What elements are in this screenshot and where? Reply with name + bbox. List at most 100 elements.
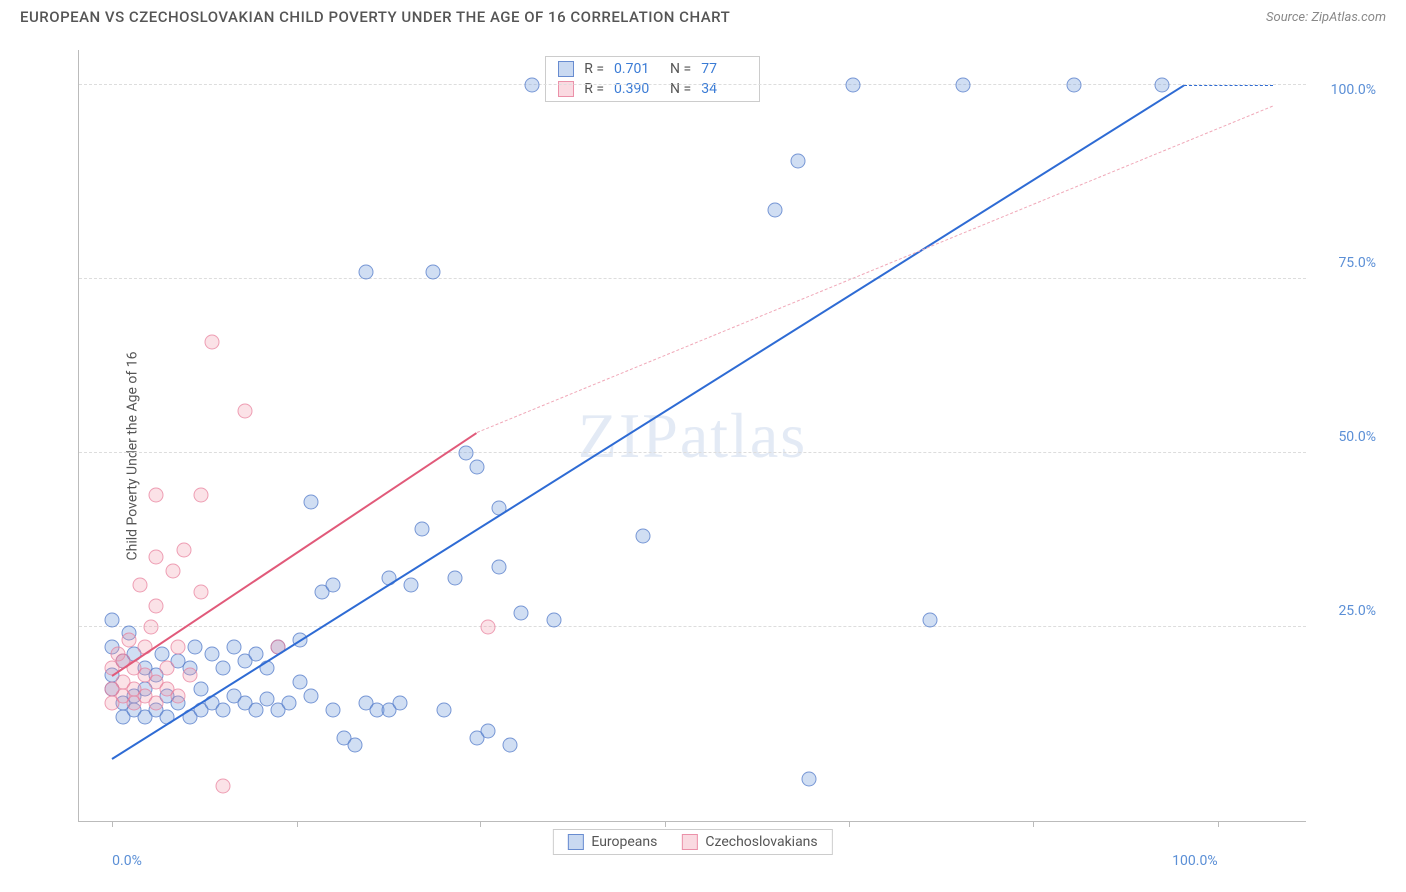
data-point xyxy=(458,445,473,460)
data-point xyxy=(425,265,440,280)
data-point xyxy=(845,77,860,92)
legend-item: Europeans xyxy=(567,834,657,850)
data-point xyxy=(514,605,529,620)
data-point xyxy=(193,682,208,697)
legend-item: Czechoslovakians xyxy=(681,834,817,850)
data-point xyxy=(304,688,319,703)
y-tick-label: 25.0% xyxy=(1316,603,1376,619)
data-point xyxy=(149,598,164,613)
x-tick-label: 100.0% xyxy=(1172,853,1217,869)
watermark-b: atlas xyxy=(680,400,807,471)
data-point xyxy=(956,77,971,92)
data-point xyxy=(226,640,241,655)
data-point xyxy=(392,695,407,710)
data-point xyxy=(132,577,147,592)
data-point xyxy=(121,633,136,648)
x-tick xyxy=(1218,821,1219,827)
data-point xyxy=(215,702,230,717)
data-point xyxy=(177,543,192,558)
source-prefix: Source: xyxy=(1266,10,1311,25)
x-legend: Europeans Czechoslovakians xyxy=(552,829,832,855)
data-point xyxy=(801,772,816,787)
data-point xyxy=(326,577,341,592)
x-tick xyxy=(297,821,298,827)
gridline xyxy=(79,278,1306,279)
data-point xyxy=(248,647,263,662)
data-point xyxy=(149,695,164,710)
data-point xyxy=(193,584,208,599)
source-attr: Source: ZipAtlas.com xyxy=(1266,10,1386,25)
data-point xyxy=(326,702,341,717)
data-point xyxy=(293,675,308,690)
data-point xyxy=(414,522,429,537)
x-tick xyxy=(112,821,113,827)
n-value: 77 xyxy=(701,61,747,77)
stat-box: R = 0.701 N = 77 R = 0.390 N = 34 xyxy=(545,56,760,102)
plot-area: ZIPatlas R = 0.701 N = 77 R = 0.390 N = … xyxy=(78,50,1306,822)
data-point xyxy=(105,612,120,627)
data-point xyxy=(359,265,374,280)
data-point xyxy=(403,577,418,592)
swatch-blue-icon xyxy=(558,61,574,77)
data-point xyxy=(923,612,938,627)
gridline xyxy=(79,84,1306,85)
x-tick xyxy=(665,821,666,827)
legend-label: Europeans xyxy=(591,834,657,850)
chart-title: EUROPEAN VS CZECHOSLOVAKIAN CHILD POVERT… xyxy=(20,8,730,26)
data-point xyxy=(447,570,462,585)
data-point xyxy=(215,779,230,794)
data-point xyxy=(160,661,175,676)
x-tick xyxy=(1033,821,1034,827)
data-point xyxy=(525,77,540,92)
data-point xyxy=(1066,77,1081,92)
data-point xyxy=(182,668,197,683)
gridline xyxy=(79,452,1306,453)
y-tick-label: 100.0% xyxy=(1316,82,1376,98)
data-point xyxy=(154,647,169,662)
x-tick xyxy=(849,821,850,827)
data-point xyxy=(436,702,451,717)
y-tick-label: 75.0% xyxy=(1316,255,1376,271)
data-point xyxy=(768,202,783,217)
data-point xyxy=(481,619,496,634)
y-tick-label: 50.0% xyxy=(1316,429,1376,445)
data-point xyxy=(547,612,562,627)
watermark: ZIPatlas xyxy=(578,399,807,473)
swatch-pink-icon xyxy=(681,834,697,850)
data-point xyxy=(204,334,219,349)
data-point xyxy=(143,619,158,634)
data-point xyxy=(635,529,650,544)
data-point xyxy=(215,661,230,676)
r-label: R = xyxy=(584,61,604,77)
data-point xyxy=(348,737,363,752)
x-tick xyxy=(480,821,481,827)
data-point xyxy=(304,494,319,509)
data-point xyxy=(188,640,203,655)
data-point xyxy=(193,487,208,502)
n-label: N = xyxy=(670,61,691,77)
trend-line-dashed xyxy=(477,106,1273,433)
data-point xyxy=(149,487,164,502)
data-point xyxy=(469,459,484,474)
data-point xyxy=(171,640,186,655)
data-point xyxy=(165,563,180,578)
data-point xyxy=(492,560,507,575)
swatch-blue-icon xyxy=(567,834,583,850)
data-point xyxy=(282,695,297,710)
legend-label: Czechoslovakians xyxy=(705,834,817,850)
data-point xyxy=(171,688,186,703)
x-tick-label: 0.0% xyxy=(112,853,142,869)
data-point xyxy=(237,404,252,419)
trend-line-dashed xyxy=(1184,85,1272,86)
trend-line xyxy=(112,85,1185,760)
stat-row: R = 0.390 N = 34 xyxy=(546,79,759,99)
data-point xyxy=(204,647,219,662)
source-link[interactable]: ZipAtlas.com xyxy=(1311,10,1386,25)
data-point xyxy=(149,550,164,565)
gridline xyxy=(79,626,1306,627)
data-point xyxy=(790,154,805,169)
r-value: 0.701 xyxy=(614,61,660,77)
stat-row: R = 0.701 N = 77 xyxy=(546,59,759,79)
data-point xyxy=(503,737,518,752)
chart-container: Child Poverty Under the Age of 16 ZIPatl… xyxy=(20,40,1386,872)
